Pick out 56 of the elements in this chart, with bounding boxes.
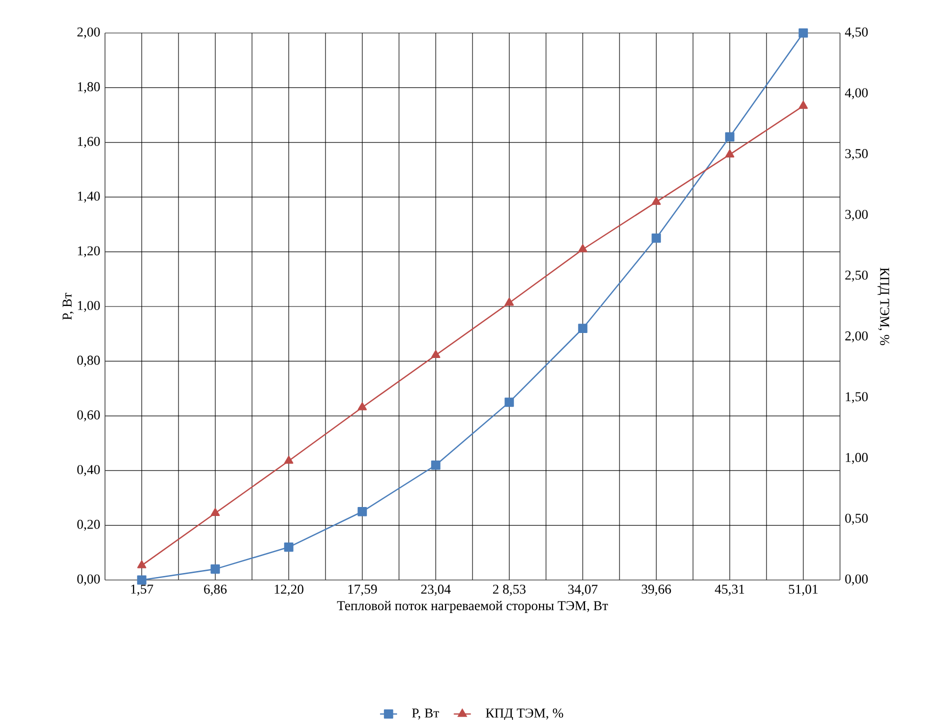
point [210, 564, 220, 574]
y2-tick-label: 1,00 [846, 452, 868, 464]
x-tick-label: 1,57 [131, 584, 154, 596]
x-tick-label: 2 8,53 [493, 584, 526, 596]
point [652, 233, 661, 243]
x-tick-label: 39,66 [642, 584, 671, 596]
y2-tick-label: 2,00 [845, 331, 868, 342]
point [652, 196, 661, 205]
point [504, 398, 514, 407]
y-tick-label: 0,80 [77, 356, 100, 367]
point [284, 542, 294, 552]
y-axis-title: P, Вт [62, 292, 74, 320]
x-tick-label: 51,01 [788, 584, 818, 596]
point [284, 456, 294, 464]
y-tick-label: 0,20 [77, 520, 100, 531]
point [725, 132, 734, 142]
y-tick-label: 0,60 [77, 410, 100, 422]
point [578, 244, 588, 252]
point [431, 460, 440, 470]
point [210, 508, 220, 516]
legend-label: КПД ТЭМ, % [486, 708, 564, 720]
x-tick-label: 12,20 [274, 584, 304, 596]
y2-tick-label: 3,00 [845, 210, 868, 221]
y-tick-label: 1,00 [78, 300, 100, 312]
y2-tick-label: 0,00 [845, 574, 868, 586]
x-tick-label: 34,07 [568, 584, 598, 596]
point [358, 402, 367, 410]
y-tick-label: 1,80 [78, 82, 100, 94]
y-tick-label: 0,00 [77, 574, 100, 586]
point [798, 28, 808, 38]
point [578, 324, 588, 334]
x-tick-label: 6,86 [204, 584, 227, 596]
point [798, 100, 808, 109]
point [137, 575, 146, 585]
point [137, 560, 146, 568]
point [358, 506, 367, 516]
y-tick-label: 1,40 [78, 192, 100, 203]
y2-tick-label: 4,50 [844, 27, 868, 38]
x-axis-title: Тепловой поток нагреваемой стороны ТЭМ, Вт [337, 600, 608, 613]
y2-axis-title: КПД ТЭМ, % [877, 268, 890, 346]
y-tick-label: 1,20 [78, 246, 100, 258]
y2-tick-label: 1,50 [846, 392, 868, 404]
point [431, 350, 440, 358]
y-tick-label: 1,60 [78, 136, 100, 148]
y2-tick-label: 2,50 [845, 270, 868, 282]
y2-tick-label: 4,00 [844, 88, 868, 100]
y-tick-label: 0,40 [77, 465, 100, 476]
y2-tick-label: 3,50 [845, 149, 868, 160]
y2-tick-label: 0,50 [845, 514, 868, 525]
y-tick-label: 2,00 [77, 27, 100, 38]
x-tick-label: 23,04 [421, 584, 451, 596]
x-tick-label: 45,31 [714, 584, 744, 596]
x-tick-label: 17,59 [348, 584, 377, 596]
point [725, 149, 734, 158]
point [504, 298, 514, 306]
legend-label: P, Вт [412, 708, 440, 720]
